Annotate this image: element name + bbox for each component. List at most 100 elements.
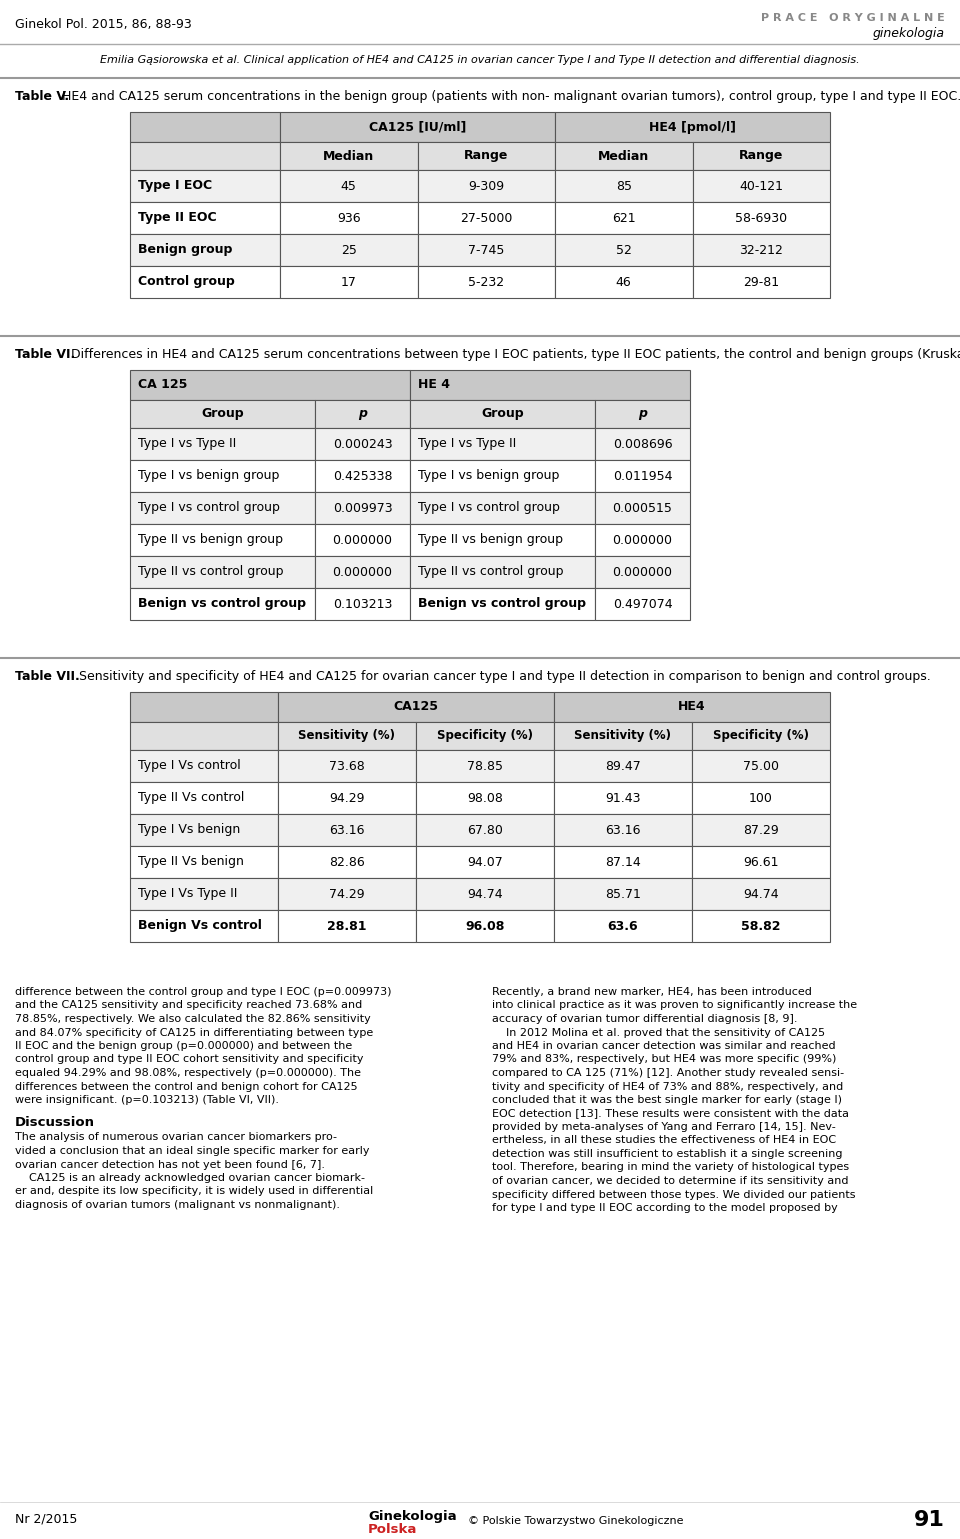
Text: equaled 94.29% and 98.08%, respectively (p=0.000000). The: equaled 94.29% and 98.08%, respectively … <box>15 1068 361 1077</box>
Text: p: p <box>358 408 367 420</box>
Bar <box>555 169 692 202</box>
Bar <box>280 234 418 266</box>
Text: concluded that it was the best single marker for early (stage I): concluded that it was the best single ma… <box>492 1096 842 1105</box>
Text: control group and type II EOC cohort sensitivity and specificity: control group and type II EOC cohort sen… <box>15 1054 364 1065</box>
Bar <box>692 910 830 942</box>
Text: detection was still insufficient to establish it a single screening: detection was still insufficient to esta… <box>492 1150 843 1159</box>
Text: Recently, a brand new marker, HE4, has been introduced: Recently, a brand new marker, HE4, has b… <box>492 986 812 997</box>
Text: HE 4: HE 4 <box>418 379 450 391</box>
Bar <box>130 169 280 202</box>
Text: Type I Vs control: Type I Vs control <box>138 760 241 773</box>
Text: 94.74: 94.74 <box>468 888 503 900</box>
Text: 98.08: 98.08 <box>468 791 503 805</box>
Text: In 2012 Molina et al. proved that the sensitivity of CA125: In 2012 Molina et al. proved that the se… <box>492 1028 826 1037</box>
Bar <box>555 234 692 266</box>
Bar <box>555 202 692 234</box>
Bar <box>315 428 410 460</box>
Text: for type I and type II EOC according to the model proposed by: for type I and type II EOC according to … <box>492 1203 838 1213</box>
Text: Sensitivity (%): Sensitivity (%) <box>574 729 671 742</box>
Text: Type I Vs benign: Type I Vs benign <box>138 823 240 837</box>
Bar <box>130 428 315 460</box>
Text: 28.81: 28.81 <box>327 919 367 933</box>
Text: 87.29: 87.29 <box>743 823 779 837</box>
Bar <box>315 523 410 556</box>
Text: and HE4 in ovarian cancer detection was similar and reached: and HE4 in ovarian cancer detection was … <box>492 1040 835 1051</box>
Text: 32-212: 32-212 <box>739 243 783 257</box>
Bar <box>416 846 554 879</box>
Text: 0.000515: 0.000515 <box>612 502 672 514</box>
Text: Benign vs control group: Benign vs control group <box>138 597 306 611</box>
Text: 0.009973: 0.009973 <box>333 502 393 514</box>
Bar <box>692 169 830 202</box>
Bar <box>278 879 416 910</box>
Bar <box>555 112 830 142</box>
Bar <box>280 169 418 202</box>
Bar <box>692 749 830 782</box>
Bar <box>554 693 830 722</box>
Text: 87.14: 87.14 <box>605 856 641 868</box>
Text: tool. Therefore, bearing in mind the variety of histological types: tool. Therefore, bearing in mind the var… <box>492 1162 850 1173</box>
Text: Type II Vs control: Type II Vs control <box>138 791 245 805</box>
Text: 45: 45 <box>341 180 357 192</box>
Text: HE4 and CA125 serum concentrations in the benign group (patients with non- malig: HE4 and CA125 serum concentrations in th… <box>58 89 960 103</box>
Text: EOC detection [13]. These results were consistent with the data: EOC detection [13]. These results were c… <box>492 1108 849 1119</box>
Text: Benign vs control group: Benign vs control group <box>418 597 586 611</box>
Bar <box>554 879 692 910</box>
Bar <box>554 814 692 846</box>
Bar <box>130 722 278 749</box>
Text: The analysis of numerous ovarian cancer biomarkers pro-: The analysis of numerous ovarian cancer … <box>15 1133 337 1142</box>
Text: 0.425338: 0.425338 <box>333 469 393 483</box>
Bar <box>416 879 554 910</box>
Bar <box>315 460 410 492</box>
Bar <box>280 112 555 142</box>
Bar <box>555 266 692 299</box>
Bar <box>692 782 830 814</box>
Text: provided by meta-analyses of Yang and Ferraro [14, 15]. Nev-: provided by meta-analyses of Yang and Fe… <box>492 1122 836 1133</box>
Text: Sensitivity (%): Sensitivity (%) <box>299 729 396 742</box>
Bar <box>315 556 410 588</box>
Text: Type II EOC: Type II EOC <box>138 211 217 225</box>
Bar <box>595 428 690 460</box>
Text: 94.29: 94.29 <box>329 791 365 805</box>
Text: 85.71: 85.71 <box>605 888 641 900</box>
Bar <box>130 782 278 814</box>
Text: 0.000000: 0.000000 <box>332 534 393 546</box>
Bar <box>692 814 830 846</box>
Text: Control group: Control group <box>138 275 235 288</box>
Text: Type I vs Type II: Type I vs Type II <box>138 437 236 451</box>
Text: 0.000000: 0.000000 <box>332 565 393 579</box>
Bar <box>278 722 416 749</box>
Bar <box>278 782 416 814</box>
Text: 5-232: 5-232 <box>468 275 504 288</box>
Bar <box>130 234 280 266</box>
Text: Table V.: Table V. <box>15 89 69 103</box>
Bar <box>130 846 278 879</box>
Text: 0.000000: 0.000000 <box>612 565 673 579</box>
Bar <box>410 588 595 620</box>
Text: 40-121: 40-121 <box>739 180 783 192</box>
Text: ginekologia: ginekologia <box>873 28 945 40</box>
Bar <box>130 400 315 428</box>
Text: CA125: CA125 <box>394 700 439 714</box>
Bar <box>554 722 692 749</box>
Bar <box>130 693 278 722</box>
Text: Benign group: Benign group <box>138 243 232 257</box>
Bar <box>418 234 555 266</box>
Text: 0.008696: 0.008696 <box>612 437 672 451</box>
Text: P R A C E   O R Y G I N A L N E: P R A C E O R Y G I N A L N E <box>761 12 945 23</box>
Text: 17: 17 <box>341 275 357 288</box>
Bar <box>554 910 692 942</box>
Bar <box>130 202 280 234</box>
Text: 58-6930: 58-6930 <box>735 211 787 225</box>
Bar <box>416 814 554 846</box>
Text: Type I vs Type II: Type I vs Type II <box>418 437 516 451</box>
Text: Type I vs control group: Type I vs control group <box>418 502 560 514</box>
Bar <box>692 142 830 169</box>
Text: Polska: Polska <box>368 1524 418 1536</box>
Text: Type I EOC: Type I EOC <box>138 180 212 192</box>
Text: 94.07: 94.07 <box>468 856 503 868</box>
Text: accuracy of ovarian tumor differential diagnosis [8, 9].: accuracy of ovarian tumor differential d… <box>492 1014 798 1023</box>
Text: 75.00: 75.00 <box>743 760 779 773</box>
Bar <box>416 749 554 782</box>
Text: specificity differed between those types. We divided our patients: specificity differed between those types… <box>492 1190 855 1199</box>
